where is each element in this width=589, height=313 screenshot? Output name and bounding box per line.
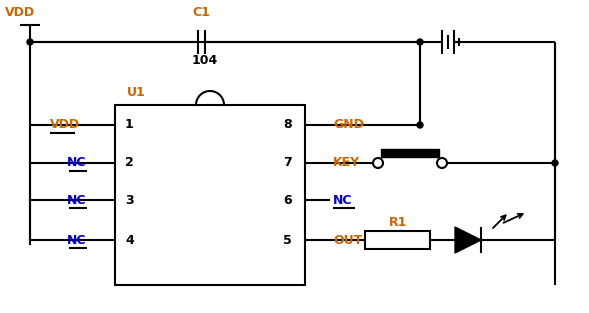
Circle shape xyxy=(552,160,558,166)
Text: 5: 5 xyxy=(283,233,292,247)
Text: C1: C1 xyxy=(192,6,210,18)
Text: NC: NC xyxy=(67,193,87,207)
Text: KEY: KEY xyxy=(333,156,360,170)
Text: OUT: OUT xyxy=(333,233,362,247)
Text: 1: 1 xyxy=(125,119,134,131)
Circle shape xyxy=(437,158,447,168)
Text: VDD: VDD xyxy=(5,6,35,18)
Text: VDD: VDD xyxy=(50,119,80,131)
Text: 6: 6 xyxy=(283,193,292,207)
Circle shape xyxy=(27,39,33,45)
Circle shape xyxy=(373,158,383,168)
Text: 104: 104 xyxy=(192,54,219,66)
Bar xyxy=(115,105,305,285)
Text: 7: 7 xyxy=(283,156,292,170)
Bar xyxy=(365,231,430,249)
Bar xyxy=(381,149,439,157)
Text: 2: 2 xyxy=(125,156,134,170)
Text: NC: NC xyxy=(67,233,87,247)
Text: U1: U1 xyxy=(127,86,145,100)
Polygon shape xyxy=(455,227,481,253)
Text: 3: 3 xyxy=(125,193,134,207)
Text: GND: GND xyxy=(333,119,364,131)
Text: 4: 4 xyxy=(125,233,134,247)
Text: NC: NC xyxy=(333,193,352,207)
Text: R1: R1 xyxy=(389,215,408,228)
Circle shape xyxy=(417,39,423,45)
Text: NC: NC xyxy=(67,156,87,170)
Circle shape xyxy=(417,122,423,128)
Text: 8: 8 xyxy=(283,119,292,131)
